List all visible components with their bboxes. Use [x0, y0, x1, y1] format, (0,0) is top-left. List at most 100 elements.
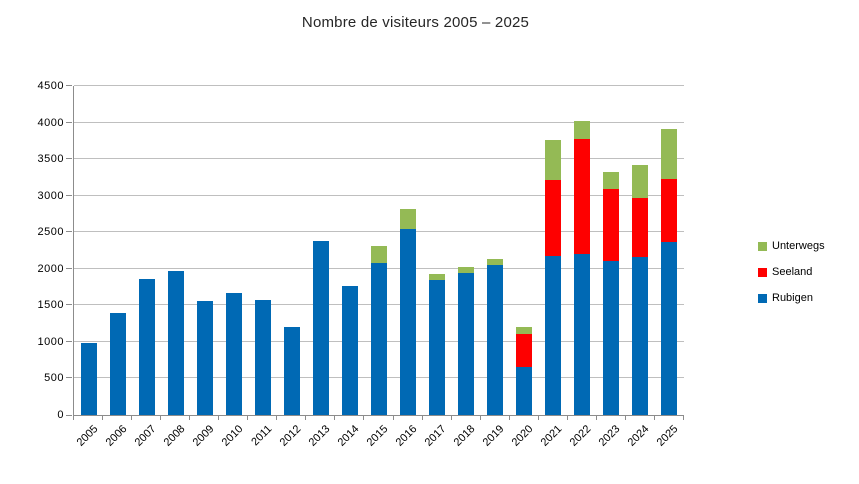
bar-segment-seeland-2020 [516, 334, 532, 367]
x-axis-label-2007: 2007 [132, 423, 159, 449]
gridline [74, 85, 684, 86]
x-axis-label-2010: 2010 [219, 423, 246, 449]
legend-item-seeland: Seeland [758, 259, 825, 285]
bar-segment-rubigen-2022 [574, 254, 590, 415]
gridline [74, 231, 684, 233]
bar-segment-unterwegs-2023 [603, 172, 619, 189]
x-axis-tick [451, 416, 452, 420]
legend-label: Rubigen [772, 291, 813, 304]
bar-segment-unterwegs-2019 [487, 259, 503, 265]
y-axis-tick [66, 158, 72, 160]
x-axis-label-2017: 2017 [422, 423, 449, 449]
y-axis-tick-label: 2500 [37, 226, 64, 239]
x-axis-label-2022: 2022 [568, 423, 594, 449]
bar-segment-rubigen-2014 [342, 286, 358, 415]
x-axis-tick [567, 416, 568, 420]
x-axis-tick [625, 416, 626, 420]
legend-item-rubigen: Rubigen [758, 285, 825, 311]
x-axis-tick [247, 416, 248, 420]
bar-segment-rubigen-2011 [255, 300, 271, 415]
bar-segment-unterwegs-2024 [632, 165, 648, 198]
bar-segment-rubigen-2007 [139, 279, 155, 415]
bar-segment-rubigen-2018 [458, 273, 474, 415]
y-axis-tick [66, 415, 72, 416]
bar-segment-rubigen-2005 [81, 343, 97, 415]
bar-segment-rubigen-2025 [661, 242, 677, 415]
x-axis-tick [683, 416, 684, 420]
x-axis-label-2006: 2006 [103, 423, 130, 449]
x-axis-label-2023: 2023 [597, 423, 623, 449]
legend-label: Seeland [772, 265, 813, 278]
bar-segment-rubigen-2021 [545, 256, 561, 415]
bar-segment-unterwegs-2025 [661, 129, 677, 179]
bar-segment-rubigen-2023 [603, 261, 619, 415]
bar-segment-rubigen-2009 [197, 301, 213, 415]
x-axis-tick [305, 416, 306, 420]
gridline [74, 121, 684, 123]
bar-segment-unterwegs-2016 [400, 209, 416, 229]
gridline [74, 194, 684, 196]
y-axis-tick-label: 4500 [37, 80, 64, 92]
bar-segment-rubigen-2013 [313, 241, 329, 415]
x-axis-label-2020: 2020 [509, 423, 536, 449]
x-axis-tick [509, 416, 510, 420]
y-axis-tick [66, 340, 72, 342]
bar-segment-unterwegs-2018 [458, 267, 474, 273]
y-axis-tick-label: 3000 [37, 189, 64, 202]
legend-item-unterwegs: Unterwegs [758, 233, 825, 259]
x-axis-tick [480, 416, 481, 420]
bar-segment-rubigen-2006 [110, 313, 126, 415]
x-axis-label-2008: 2008 [161, 423, 188, 449]
x-axis-tick [422, 416, 423, 420]
y-axis-tick [66, 267, 72, 269]
bar-segment-rubigen-2017 [429, 280, 445, 415]
x-axis-label-2024: 2024 [626, 423, 652, 449]
bar-segment-unterwegs-2020 [516, 327, 532, 334]
x-axis-label-2025: 2025 [655, 423, 681, 449]
y-axis-tick-label: 500 [44, 372, 64, 385]
bar-segment-rubigen-2024 [632, 257, 648, 415]
legend-label: Unterwegs [772, 239, 825, 252]
bar-segment-seeland-2021 [545, 180, 561, 256]
x-axis-label-2016: 2016 [393, 423, 420, 449]
bar-segment-unterwegs-2021 [545, 140, 561, 180]
plot-area [73, 85, 684, 416]
x-axis-tick [131, 416, 132, 420]
x-axis-label-2011: 2011 [249, 423, 275, 449]
x-axis-tick [218, 416, 219, 420]
y-axis-tick-label: 0 [57, 409, 64, 421]
bar-segment-seeland-2025 [661, 179, 677, 242]
bar-segment-rubigen-2015 [371, 263, 387, 415]
bar-segment-rubigen-2008 [168, 271, 184, 415]
y-axis-tick [66, 231, 72, 233]
x-axis-label-2019: 2019 [480, 423, 507, 449]
y-axis-tick-label: 4000 [37, 116, 64, 129]
bar-segment-rubigen-2012 [284, 327, 300, 415]
x-axis-tick [73, 416, 74, 420]
y-axis-tick-label: 1500 [37, 299, 64, 312]
unterwegs-swatch-icon [758, 241, 767, 251]
y-axis-tick-label: 2000 [37, 262, 64, 275]
bar-segment-seeland-2022 [574, 139, 590, 254]
rubigen-swatch-icon [758, 293, 767, 303]
x-axis-label-2014: 2014 [335, 423, 362, 449]
bar-segment-unterwegs-2015 [371, 246, 387, 263]
y-axis-tick [66, 121, 72, 123]
x-axis-tick [393, 416, 394, 420]
x-axis-tick [334, 416, 335, 420]
y-axis-tick-label: 1000 [37, 335, 64, 348]
bar-segment-seeland-2024 [632, 198, 648, 257]
x-axis-label-2018: 2018 [451, 423, 478, 449]
x-axis-label-2021: 2021 [538, 423, 565, 449]
bar-segment-rubigen-2020 [516, 367, 532, 415]
x-axis-tick [276, 416, 277, 420]
x-axis-label-2012: 2012 [277, 423, 304, 449]
bar-segment-unterwegs-2022 [574, 121, 590, 139]
x-axis-label-2005: 2005 [74, 423, 101, 449]
y-axis-tick-label: 3500 [37, 153, 64, 166]
x-axis-label-2013: 2013 [306, 423, 333, 449]
x-axis-tick [654, 416, 655, 420]
x-axis-tick [596, 416, 597, 420]
bar-segment-rubigen-2016 [400, 229, 416, 415]
